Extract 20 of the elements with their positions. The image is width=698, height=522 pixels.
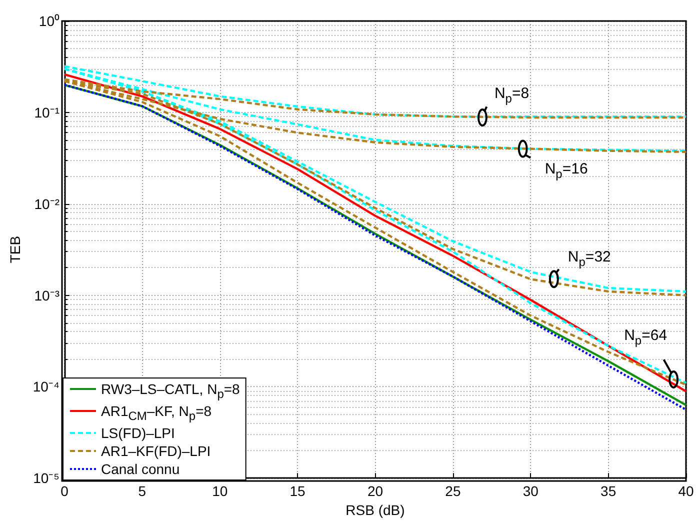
y-tick-label: 10⁻⁵ [33,470,60,486]
y-axis-title: TEB [7,236,23,264]
legend-label: LS(FD)–LPI [101,425,175,441]
legend-label: Canal connu [101,461,180,477]
x-tick-label: 5 [138,483,146,500]
y-tick-label: 10⁻² [34,196,60,212]
legend-label: AR1–KF(FD)–LPI [101,443,211,459]
x-tick-label: 10 [212,483,228,500]
x-tick-label: 25 [445,483,461,500]
y-tick-label: 10⁰ [38,13,60,29]
x-tick-label: 30 [522,483,539,500]
x-tick-label: 15 [290,483,306,500]
y-tick-label: 10⁻¹ [34,104,60,120]
x-tick-label: 35 [600,483,616,500]
x-tick-label: 0 [60,483,69,500]
y-tick-label: 10⁻³ [34,287,60,304]
x-tick-label: 40 [678,483,694,500]
x-tick-label: 20 [367,483,384,500]
y-tick-label: 10⁻⁴ [32,378,60,395]
x-axis-title: RSB (dB) [346,502,405,518]
